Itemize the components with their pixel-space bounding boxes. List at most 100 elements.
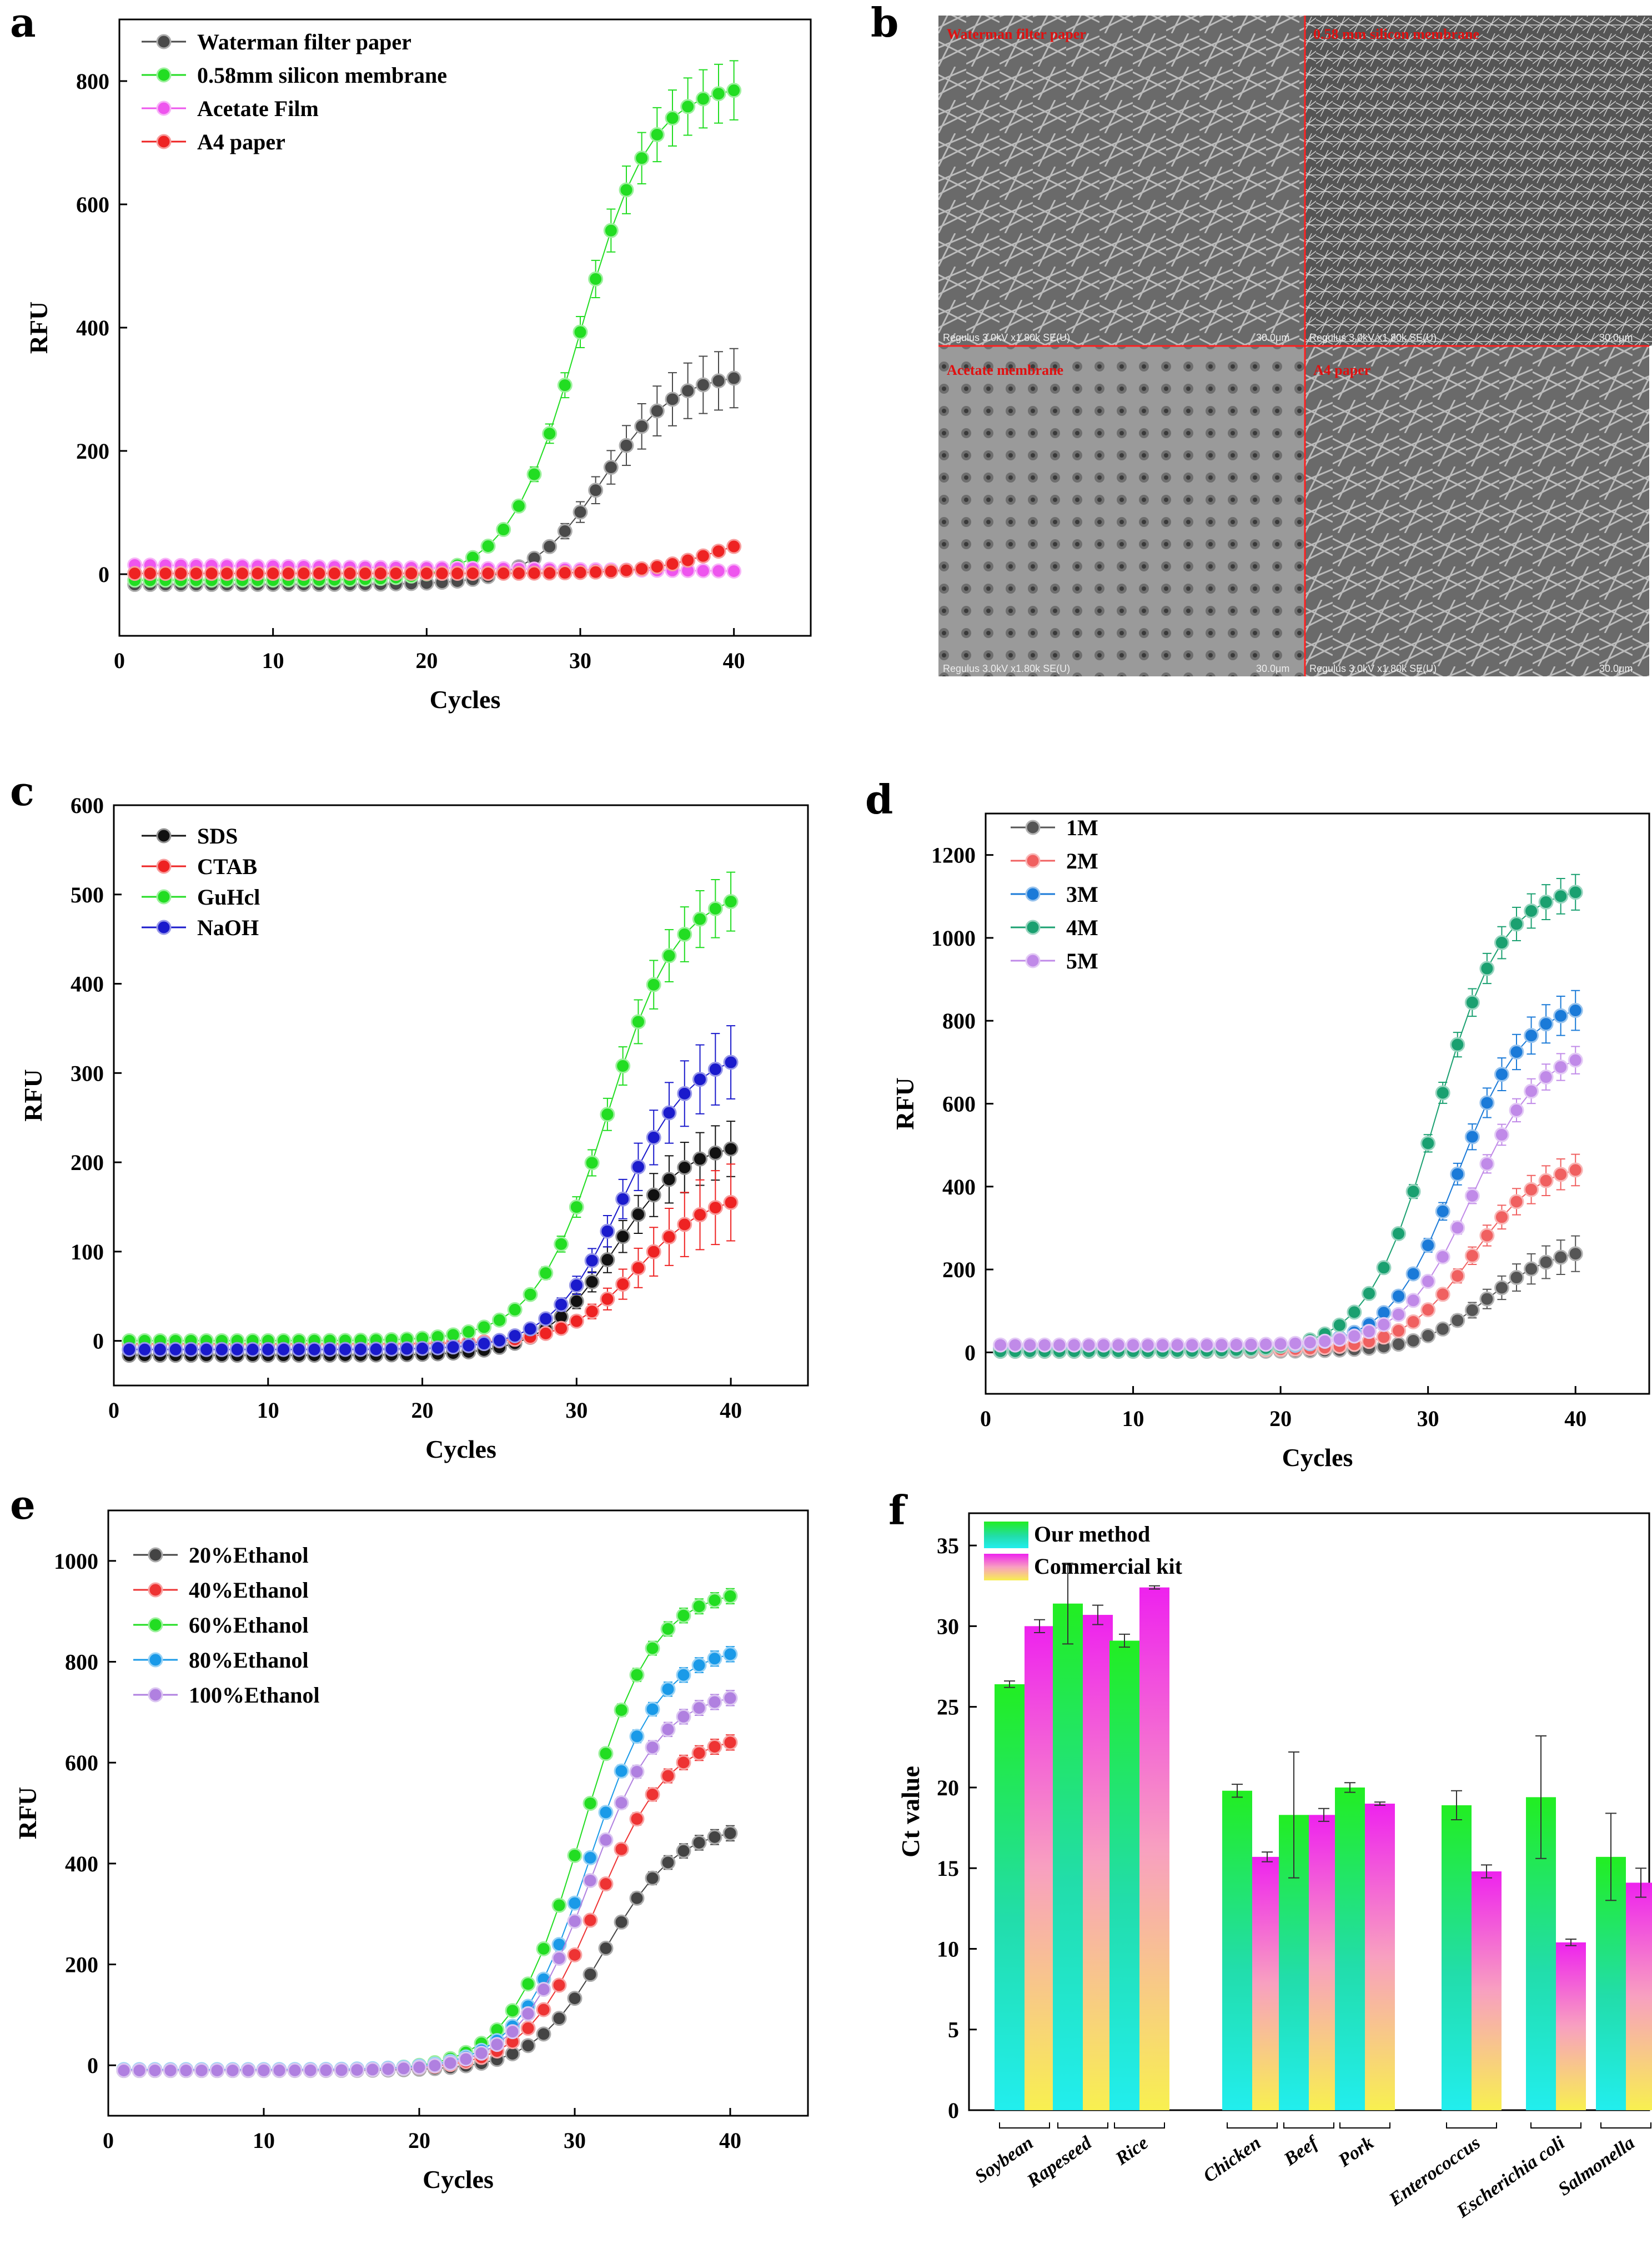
data-point bbox=[598, 1805, 614, 1820]
bar-commercial-kit bbox=[1025, 1626, 1055, 2110]
data-point bbox=[645, 1786, 660, 1802]
data-point bbox=[368, 1342, 384, 1357]
data-point bbox=[695, 91, 711, 107]
data-point bbox=[588, 271, 604, 287]
data-point bbox=[152, 1342, 168, 1357]
data-point bbox=[1391, 1226, 1407, 1241]
data-point bbox=[1405, 1266, 1421, 1282]
series-e-3 bbox=[116, 1646, 738, 2077]
y-axis-label: RFU bbox=[13, 1787, 42, 1840]
data-point bbox=[358, 566, 373, 581]
panel-label-a: a bbox=[10, 0, 36, 46]
category-bracket bbox=[1600, 2122, 1651, 2129]
data-point bbox=[665, 556, 680, 572]
x-tick-label: 20 bbox=[1269, 1406, 1292, 1431]
data-point bbox=[583, 1850, 598, 1865]
data-point bbox=[723, 1194, 739, 1210]
data-point bbox=[250, 566, 265, 581]
data-point bbox=[614, 1841, 629, 1857]
data-point bbox=[396, 2061, 411, 2076]
y-tick-label: 800 bbox=[942, 1008, 976, 1033]
legend-label: 2M bbox=[1066, 849, 1098, 874]
data-point bbox=[511, 565, 526, 581]
data-point bbox=[1524, 1261, 1539, 1277]
data-point bbox=[1464, 1248, 1480, 1263]
data-point bbox=[1376, 1329, 1392, 1345]
data-point bbox=[1184, 1337, 1200, 1353]
bar-commercial-kit bbox=[1252, 1856, 1282, 2110]
data-point bbox=[427, 2058, 443, 2074]
data-point bbox=[1111, 1337, 1126, 1353]
data-point bbox=[603, 460, 619, 475]
data-point bbox=[461, 1324, 476, 1339]
data-point bbox=[322, 1342, 338, 1357]
legend-marker bbox=[156, 920, 172, 935]
sem-scale-info-4: Regulus 3.0kV x1.80k SE(U) bbox=[1309, 663, 1437, 674]
data-point bbox=[1347, 1328, 1362, 1344]
data-point bbox=[551, 1897, 567, 1913]
data-point bbox=[1568, 1246, 1583, 1262]
data-point bbox=[142, 566, 158, 581]
data-point bbox=[496, 565, 511, 581]
data-point bbox=[646, 977, 661, 992]
series-line bbox=[134, 89, 734, 581]
data-point bbox=[536, 1981, 551, 1997]
data-point bbox=[598, 1876, 614, 1892]
sem-image-silicon bbox=[1305, 16, 1652, 346]
data-point bbox=[1509, 1194, 1524, 1209]
bar-our-method bbox=[1222, 1790, 1252, 2110]
category-label: Pork bbox=[1334, 2132, 1378, 2171]
series-line bbox=[1000, 1169, 1576, 1351]
data-point bbox=[465, 565, 480, 581]
legend-marker bbox=[156, 859, 172, 874]
data-point bbox=[520, 2038, 536, 2054]
data-point bbox=[1509, 916, 1524, 932]
x-axis-label: Cycles bbox=[425, 1435, 496, 1463]
data-point bbox=[569, 1199, 584, 1215]
data-point bbox=[132, 2062, 147, 2078]
legend-label: 0.58mm silicon membrane bbox=[197, 63, 447, 88]
data-point bbox=[1317, 1333, 1333, 1349]
data-point bbox=[505, 2003, 520, 2019]
data-point bbox=[583, 1912, 598, 1928]
sem-label-silicon: 0.58 mm silicon membrane bbox=[1313, 26, 1479, 42]
bar-commercial-kit bbox=[1309, 1815, 1339, 2110]
data-point bbox=[1037, 1337, 1052, 1353]
data-point bbox=[380, 2061, 396, 2077]
data-point bbox=[353, 1342, 368, 1357]
data-point bbox=[614, 1763, 629, 1779]
data-point bbox=[726, 563, 742, 579]
data-point bbox=[1538, 895, 1554, 910]
category-bracket bbox=[1227, 2122, 1278, 2129]
data-point bbox=[1435, 1287, 1450, 1302]
legend-label: CTAB bbox=[197, 854, 257, 879]
legend-marker bbox=[148, 1652, 163, 1668]
data-point bbox=[583, 1967, 598, 1982]
data-point bbox=[645, 1870, 660, 1886]
data-point bbox=[411, 2060, 427, 2075]
data-point bbox=[1524, 903, 1539, 919]
data-point bbox=[676, 1608, 691, 1623]
series-line bbox=[134, 378, 734, 585]
data-point bbox=[365, 2062, 380, 2077]
data-point bbox=[1553, 1008, 1569, 1023]
data-point bbox=[614, 1702, 629, 1718]
data-point bbox=[1376, 1260, 1392, 1276]
legend-label: 20%Ethanol bbox=[189, 1543, 309, 1568]
data-point bbox=[1405, 1333, 1421, 1348]
data-point bbox=[496, 522, 511, 538]
bar-our-method bbox=[1109, 1640, 1139, 2110]
data-point bbox=[1066, 1337, 1082, 1353]
legend-marker bbox=[156, 67, 172, 83]
data-point bbox=[557, 565, 573, 581]
bar-commercial-kit bbox=[1556, 1942, 1586, 2110]
data-point bbox=[1096, 1337, 1111, 1353]
data-point bbox=[1450, 1166, 1465, 1182]
data-point bbox=[1450, 1220, 1465, 1236]
y-axis-label: RFU bbox=[891, 1077, 919, 1130]
data-point bbox=[660, 1855, 676, 1870]
x-tick-label: 0 bbox=[103, 2128, 114, 2153]
sem-label-waterman: Waterman filter paper bbox=[947, 26, 1086, 42]
sem-label-a4: A4 paper bbox=[1313, 362, 1370, 378]
data-point bbox=[676, 1709, 691, 1724]
